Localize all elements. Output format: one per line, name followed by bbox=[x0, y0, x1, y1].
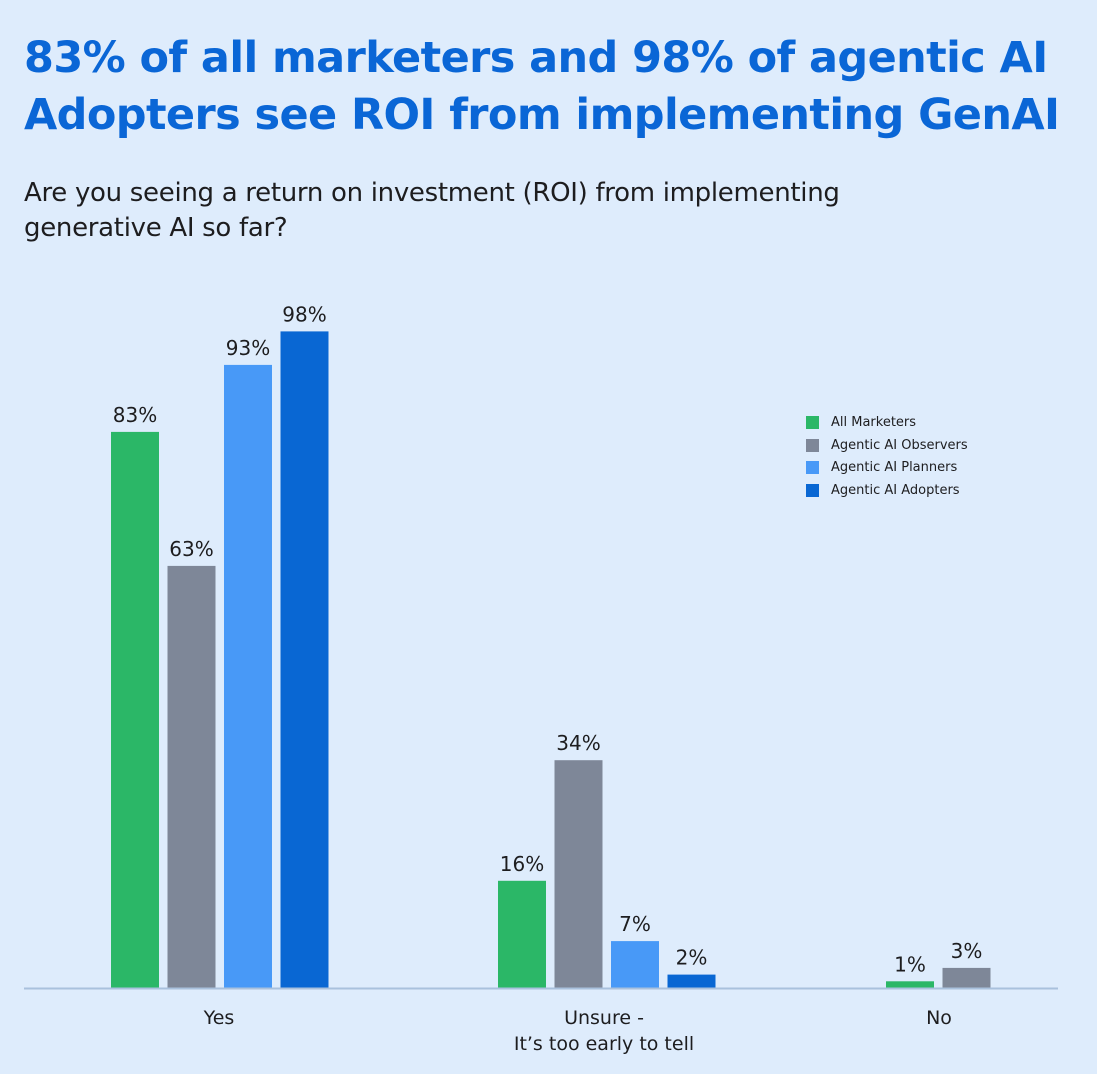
headline: 83% of all marketers and 98% of agentic … bbox=[24, 33, 1060, 140]
bar-agentic-ai-planners-unsure bbox=[611, 941, 659, 988]
data-label-agentic-ai-adopters-unsure: 2% bbox=[676, 946, 708, 970]
survey-question: Are you seeing a return on investment (R… bbox=[24, 178, 840, 243]
legend-swatch-all-marketers bbox=[806, 415, 819, 429]
data-label-agentic-ai-observers-no: 3% bbox=[951, 939, 983, 963]
legend-swatch-agentic-ai-adopters bbox=[806, 483, 819, 497]
data-label-all-marketers-yes: 83% bbox=[113, 403, 157, 427]
data-label-all-marketers-unsure: 16% bbox=[500, 852, 544, 876]
legend: All Marketers Agentic AI Observers Agent… bbox=[806, 411, 968, 502]
category-label-no: No bbox=[926, 1007, 952, 1029]
legend-item-agentic-ai-planners: Agentic AI Planners bbox=[806, 456, 968, 479]
legend-item-all-marketers: All Marketers bbox=[806, 411, 968, 434]
data-label-agentic-ai-observers-yes: 63% bbox=[169, 537, 213, 561]
data-label-agentic-ai-planners-unsure: 7% bbox=[619, 912, 651, 936]
legend-item-agentic-ai-observers: Agentic AI Observers bbox=[806, 434, 968, 457]
data-label-all-marketers-no: 1% bbox=[894, 952, 926, 976]
category-label-unsure-line-2: It’s too early to tell bbox=[514, 1033, 694, 1055]
data-label-agentic-ai-planners-yes: 93% bbox=[226, 336, 270, 360]
data-label-agentic-ai-observers-unsure: 34% bbox=[556, 731, 600, 755]
bar-agentic-ai-planners-yes bbox=[224, 364, 272, 988]
bar-all-marketers-unsure bbox=[498, 880, 546, 988]
bar-agentic-ai-adopters-unsure bbox=[667, 974, 716, 988]
legend-label-agentic-ai-observers: Agentic AI Observers bbox=[831, 437, 968, 453]
category-label-yes: Yes bbox=[203, 1007, 235, 1029]
legend-swatch-agentic-ai-observers bbox=[806, 438, 819, 452]
bar-agentic-ai-observers-yes bbox=[167, 565, 216, 988]
legend-item-agentic-ai-adopters: Agentic AI Adopters bbox=[806, 479, 968, 502]
data-label-agentic-ai-adopters-yes: 98% bbox=[282, 302, 326, 326]
legend-label-agentic-ai-planners: Agentic AI Planners bbox=[831, 460, 958, 476]
bar-agentic-ai-observers-unsure bbox=[554, 760, 603, 988]
bar-agentic-ai-observers-no bbox=[942, 967, 991, 988]
bar-all-marketers-no bbox=[886, 981, 934, 988]
bar-agentic-ai-adopters-yes bbox=[280, 331, 329, 988]
legend-label-agentic-ai-adopters: Agentic AI Adopters bbox=[831, 482, 960, 498]
category-label-unsure: Unsure - bbox=[564, 1007, 644, 1029]
legend-label-all-marketers: All Marketers bbox=[831, 414, 917, 430]
legend-swatch-agentic-ai-planners bbox=[806, 461, 819, 475]
bar-all-marketers-yes bbox=[111, 431, 159, 988]
